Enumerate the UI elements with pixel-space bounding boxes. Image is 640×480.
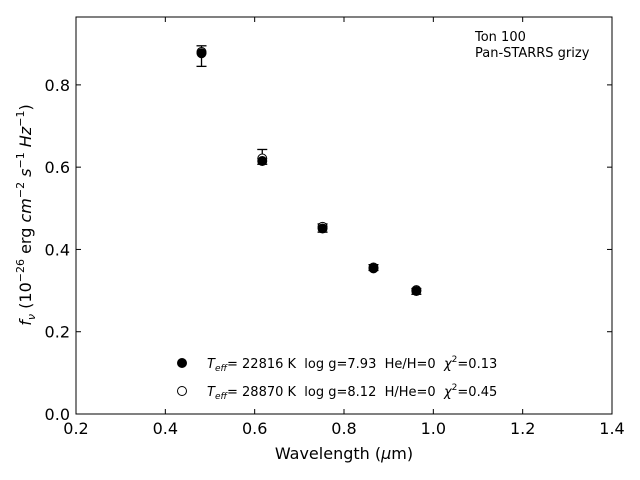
x-tick-label: 0.6 bbox=[242, 419, 267, 438]
x-axis-label: Wavelength (μm) bbox=[275, 444, 413, 463]
model-point-filled bbox=[257, 155, 268, 166]
legend-marker-filled bbox=[177, 358, 187, 368]
y-axis-label: fν (10−26 erg cm−2 s−1 Hz−1) bbox=[14, 104, 38, 325]
y-tick-label: 0.0 bbox=[45, 405, 70, 424]
x-tick-label: 1.2 bbox=[510, 419, 535, 438]
model-point-filled bbox=[196, 48, 207, 59]
y-tick-label: 0.2 bbox=[45, 323, 70, 342]
legend-marker-open bbox=[177, 386, 187, 396]
model-point-filled bbox=[317, 223, 328, 234]
plot-frame bbox=[75, 16, 613, 415]
error-bars bbox=[196, 45, 422, 295]
x-tick-label: 1.0 bbox=[421, 419, 446, 438]
y-tick-label: 0.4 bbox=[45, 240, 70, 259]
annotation-line-1: Ton 100 bbox=[474, 30, 526, 45]
legend-label-2: Teff= 28870 K log g=8.12 H/He=0 χ2=0.45 bbox=[207, 383, 497, 402]
x-tick-label: 1.4 bbox=[599, 419, 624, 438]
x-tick-label: 0.8 bbox=[331, 419, 356, 438]
y-tick-label: 0.6 bbox=[45, 158, 70, 177]
legend-label-1: Teff= 22816 K log g=7.93 He/H=0 χ2=0.13 bbox=[207, 355, 497, 374]
axis-ticks: 0.2 0.4 0.6 0.8 1.0 1.2 1.40.00.20.40.60.8 bbox=[45, 17, 625, 438]
x-tick-label: 0.2 bbox=[63, 419, 88, 438]
annotation-line-2: Pan-STARRS grizy bbox=[475, 46, 590, 61]
x-tick-label: 0.4 bbox=[153, 419, 178, 438]
model-point-filled bbox=[411, 285, 422, 296]
model-point-filled bbox=[368, 263, 379, 274]
y-tick-label: 0.8 bbox=[45, 76, 70, 95]
data-markers bbox=[196, 46, 422, 296]
legend: Teff= 22816 K log g=7.93 He/H=0 χ2=0.13 … bbox=[177, 355, 497, 402]
